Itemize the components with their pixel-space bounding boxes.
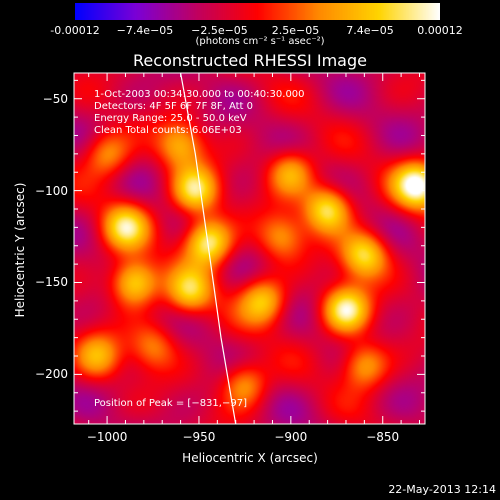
info-energy-range: Energy Range: 25.0 - 50.0 keV	[94, 113, 247, 124]
solar-limb-curve	[180, 72, 237, 425]
colorbar-tick-label: 2.5e−05	[271, 24, 320, 37]
chart-title: Reconstructed RHESSI Image	[133, 51, 367, 70]
x-tick-label: −1000	[86, 430, 128, 444]
x-tick-label: −950	[182, 430, 216, 444]
colorbar-tick-label: 7.4e−05	[346, 24, 394, 37]
x-tick-label: −850	[366, 430, 400, 444]
y-tick-label: −150	[35, 275, 68, 290]
info-time-range: 1-Oct-2003 00:34:30.000 to 00:40:30.000	[94, 89, 305, 100]
observation-info: 1-Oct-2003 00:34:30.000 to 00:40:30.000 …	[94, 89, 305, 137]
heatmap-image	[74, 73, 425, 424]
y-axis-label: Heliocentric Y (arcsec)	[13, 182, 27, 318]
info-detectors: Detectors: 4F 5F 6F 7F 8F, Att 0	[94, 101, 254, 112]
colorbar-tick-label: 0.00012	[417, 24, 463, 37]
colorbar-tick-label: −2.5e−05	[191, 24, 248, 37]
colorbar	[75, 3, 440, 20]
footer-date: 22-May-2013 12:14	[388, 483, 496, 496]
y-tick-label: −200	[35, 367, 68, 382]
colorbar-tick-labels: -0.00012 −7.4e−05 −2.5e−05 2.5e−05 7.4e−05 0.…	[0, 20, 500, 50]
x-tick-label: −900	[274, 430, 308, 444]
x-axis-label: Heliocentric X (arcsec)	[182, 451, 318, 465]
info-total-counts: Clean Total counts: 6.06E+03	[94, 125, 242, 136]
colorbar-tick-label: −7.4e−05	[116, 24, 174, 37]
y-tick-label: −50	[42, 91, 68, 106]
colorbar-tick-label: -0.00012	[50, 24, 100, 37]
colorbar-unit-label: (photons cm⁻² s⁻¹ asec⁻²)	[195, 36, 325, 47]
peak-position-label: Position of Peak = [−831,−97]	[94, 398, 247, 409]
plot-frame	[73, 72, 426, 425]
y-tick-label: −100	[35, 183, 68, 198]
